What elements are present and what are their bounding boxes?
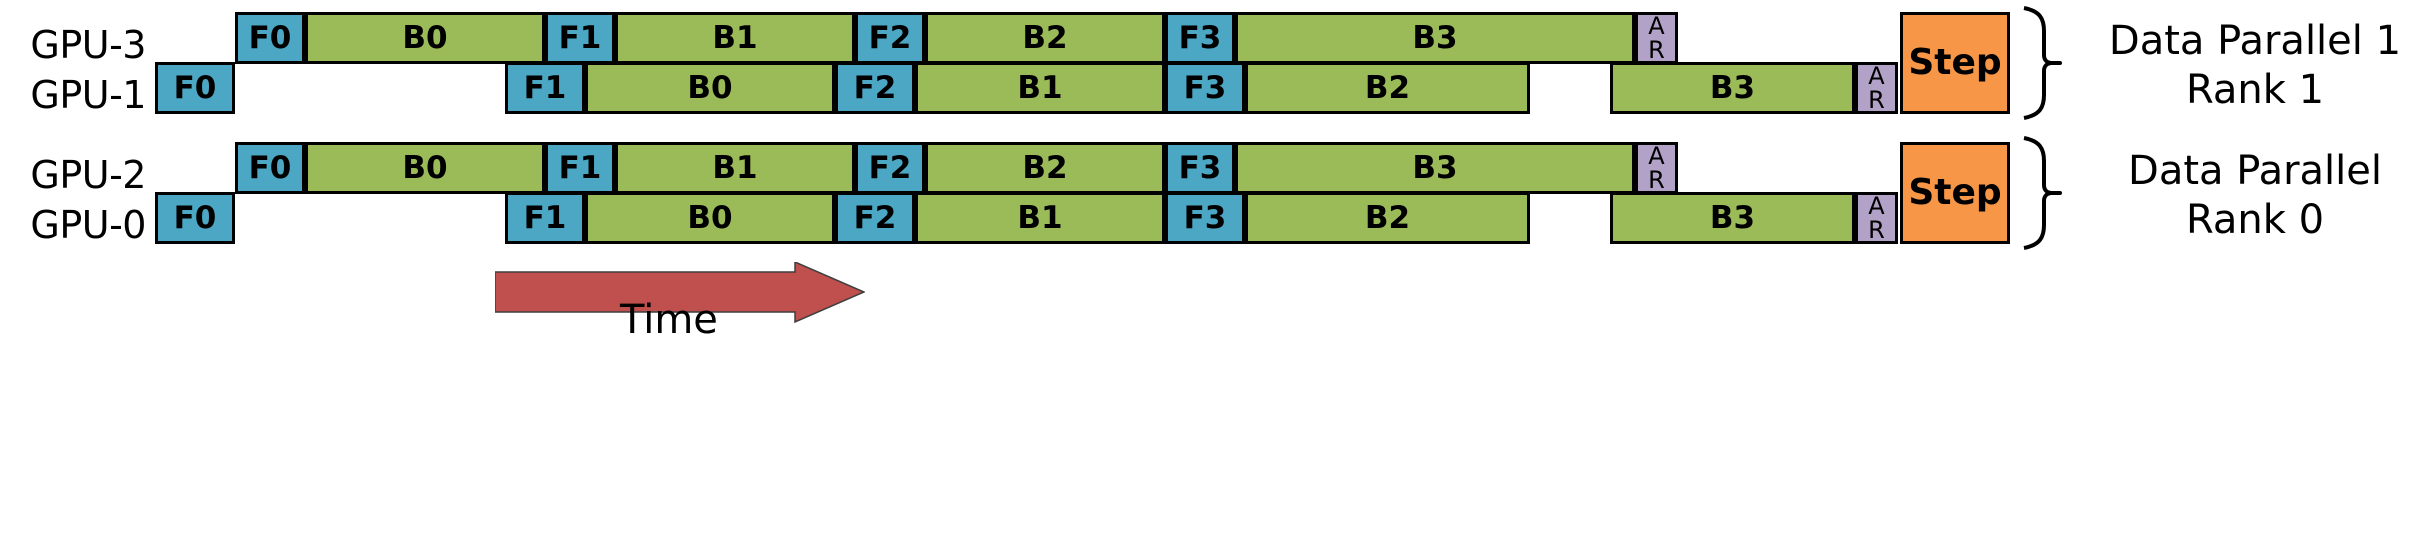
timeline-block-gpu-3-b0: B0	[305, 12, 545, 64]
allreduce-letter: R	[1868, 86, 1885, 114]
timeline-block-gpu-1-b2: B2	[1245, 62, 1530, 114]
optimizer-step-block-dp-rank-0: Step	[1900, 142, 2010, 244]
timeline-block-gpu-2-f3: F3	[1165, 142, 1235, 194]
timeline-block-gpu-0-b0: B0	[585, 192, 835, 244]
timeline-block-gpu-1-f3: F3	[1165, 62, 1245, 114]
timeline-block-gpu-0-b2: B2	[1245, 192, 1530, 244]
group-label-line: Rank 0	[2185, 196, 2325, 243]
group-label-line: Data Parallel 1	[2108, 18, 2402, 64]
time-axis-label: Time	[620, 297, 718, 343]
group-label-line: Data Parallel	[2128, 148, 2382, 194]
timeline-block-gpu-0-b3: B3	[1610, 192, 1855, 244]
timeline-block-gpu-3-b1: B1	[615, 12, 855, 64]
timeline-block-gpu-3-f3: F3	[1165, 12, 1235, 64]
timeline-block-gpu-2-b2: B2	[925, 142, 1165, 194]
timeline-block-gpu-1-b0: B0	[585, 62, 835, 114]
group-bracket-dp-rank-1	[2018, 5, 2080, 121]
timeline-block-gpu-2-f0: F0	[235, 142, 305, 194]
allreduce-letter: R	[1648, 36, 1665, 64]
timeline-block-gpu-3-b2: B2	[925, 12, 1165, 64]
allreduce-letter: A	[1648, 141, 1665, 170]
gpu-row-label-gpu-3: GPU-3	[30, 23, 146, 67]
gpu-row-label-gpu-2: GPU-2	[30, 153, 146, 197]
group-bracket-dp-rank-0	[2018, 135, 2080, 251]
timeline-block-gpu-0-f0: F0	[155, 192, 235, 244]
timeline-block-gpu-2-f2: F2	[855, 142, 925, 194]
timeline-block-gpu-1-b3: B3	[1610, 62, 1855, 114]
timeline-block-gpu-0-f2: F2	[835, 192, 915, 244]
time-arrow-icon	[494, 260, 866, 328]
timeline-block-gpu-0-f1: F1	[505, 192, 585, 244]
allreduce-letter: A	[1868, 61, 1885, 90]
group-label-dp-rank-0: Data Parallel Rank 0	[2095, 147, 2415, 245]
timeline-block-gpu-1-b1: B1	[915, 62, 1165, 114]
timeline-block-gpu-2-b0: B0	[305, 142, 545, 194]
timeline-block-gpu-3-f2: F2	[855, 12, 925, 64]
group-label-dp-rank-1: Data Parallel 1 Rank 1	[2095, 17, 2415, 115]
allreduce-letter: A	[1868, 191, 1885, 220]
timeline-block-gpu-3-f0: F0	[235, 12, 305, 64]
timeline-block-gpu-3-f1: F1	[545, 12, 615, 64]
timeline-block-gpu-1-f2: F2	[835, 62, 915, 114]
allreduce-letter: R	[1648, 166, 1665, 194]
allreduce-letter: R	[1868, 216, 1885, 244]
timeline-block-gpu-2-b1: B1	[615, 142, 855, 194]
timeline-block-gpu-1-f0: F0	[155, 62, 235, 114]
optimizer-step-block-dp-rank-1: Step	[1900, 12, 2010, 114]
allreduce-letter: A	[1648, 11, 1665, 40]
group-label-line: Rank 1	[2185, 66, 2325, 113]
timeline-block-gpu-3-b3: B3	[1235, 12, 1635, 64]
timeline-block-gpu-0-f3: F3	[1165, 192, 1245, 244]
timeline-block-gpu-0-b1: B1	[915, 192, 1165, 244]
timeline-block-gpu-1-f1: F1	[505, 62, 585, 114]
timeline-block-gpu-2-f1: F1	[545, 142, 615, 194]
gpu-row-label-gpu-1: GPU-1	[30, 73, 146, 117]
timeline-block-gpu-2-b3: B3	[1235, 142, 1635, 194]
gpu-row-label-gpu-0: GPU-0	[30, 203, 146, 247]
